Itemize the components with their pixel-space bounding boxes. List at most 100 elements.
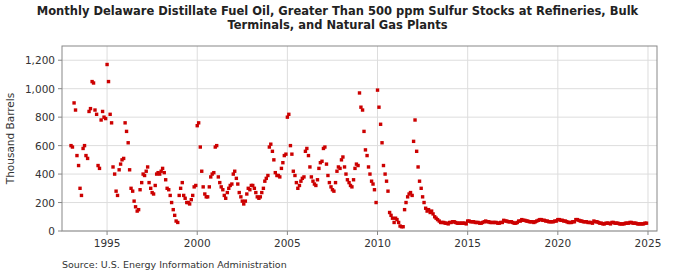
point [373, 188, 376, 191]
point [272, 158, 275, 161]
point [325, 162, 328, 165]
point [92, 81, 95, 84]
point [271, 150, 274, 153]
x-tick [107, 231, 108, 235]
point [235, 177, 238, 180]
point [421, 195, 424, 198]
point [410, 194, 413, 197]
point [244, 199, 247, 202]
point [123, 121, 126, 124]
point [128, 168, 131, 171]
point [172, 208, 175, 211]
point [86, 157, 89, 160]
point [89, 107, 92, 110]
point [397, 221, 400, 224]
point [191, 194, 194, 197]
point [83, 144, 86, 147]
point [167, 188, 170, 191]
point [418, 179, 421, 182]
point [119, 162, 122, 165]
point [332, 189, 335, 192]
point [75, 154, 78, 157]
point [238, 191, 241, 194]
point [376, 88, 379, 91]
point [168, 194, 171, 197]
point [215, 144, 218, 147]
point [199, 145, 202, 148]
point [317, 167, 320, 170]
point [338, 167, 341, 170]
point [245, 192, 248, 195]
point [137, 208, 140, 211]
point [194, 184, 197, 187]
point [422, 201, 425, 204]
chart-svg: Monthly Delaware Distillate Fuel Oil, Gr… [0, 0, 675, 275]
point [107, 80, 110, 83]
point [380, 141, 383, 144]
x-tick-label: 2020 [544, 237, 571, 249]
point [170, 201, 173, 204]
point [278, 175, 281, 178]
point [383, 172, 386, 175]
point [126, 141, 129, 144]
point [307, 154, 310, 157]
y-tick [58, 88, 62, 89]
point [352, 178, 355, 181]
point [305, 147, 308, 150]
x-grid-line [107, 46, 108, 231]
point [341, 155, 344, 158]
point [645, 221, 648, 224]
x-grid-line [287, 46, 288, 231]
y-tick [58, 202, 62, 203]
x-tick [377, 231, 378, 235]
point [415, 150, 418, 153]
x-tick-label: 2000 [184, 237, 211, 249]
point [176, 221, 179, 224]
point [401, 225, 404, 228]
point [217, 175, 220, 178]
point [113, 172, 116, 175]
y-tick-label: 1,200 [25, 54, 55, 66]
y-tick [58, 60, 62, 61]
point [164, 178, 167, 181]
point [314, 184, 317, 187]
point [218, 181, 221, 184]
point [368, 172, 371, 175]
y-axis: 02004006008001,0001,200 [25, 54, 62, 237]
y-tick-label: 800 [35, 111, 55, 123]
points [69, 63, 648, 229]
x-grid-line [557, 46, 558, 231]
point [140, 181, 143, 184]
y-tick [58, 231, 62, 232]
point [117, 168, 120, 171]
point [95, 113, 98, 116]
point [188, 202, 191, 205]
point [403, 208, 406, 211]
point [105, 63, 108, 66]
point [108, 113, 111, 116]
y-tick-label: 1,000 [25, 83, 55, 95]
point [147, 181, 150, 184]
point [281, 161, 284, 164]
y-tick [58, 117, 62, 118]
point [80, 194, 83, 197]
point [183, 197, 186, 200]
title: Monthly Delaware Distillate Fuel Oil, Gr… [37, 4, 639, 32]
point [259, 195, 262, 198]
point [173, 214, 176, 217]
point [236, 182, 239, 185]
point [293, 174, 296, 177]
point [310, 175, 313, 178]
point [326, 174, 329, 177]
point [295, 181, 298, 184]
point [413, 118, 416, 121]
x-tick [647, 231, 648, 235]
point [361, 108, 364, 111]
point [289, 144, 292, 147]
point [404, 201, 407, 204]
point [122, 157, 125, 160]
x-tick [467, 231, 468, 235]
point [308, 165, 311, 168]
point [287, 113, 290, 116]
point [416, 165, 419, 168]
